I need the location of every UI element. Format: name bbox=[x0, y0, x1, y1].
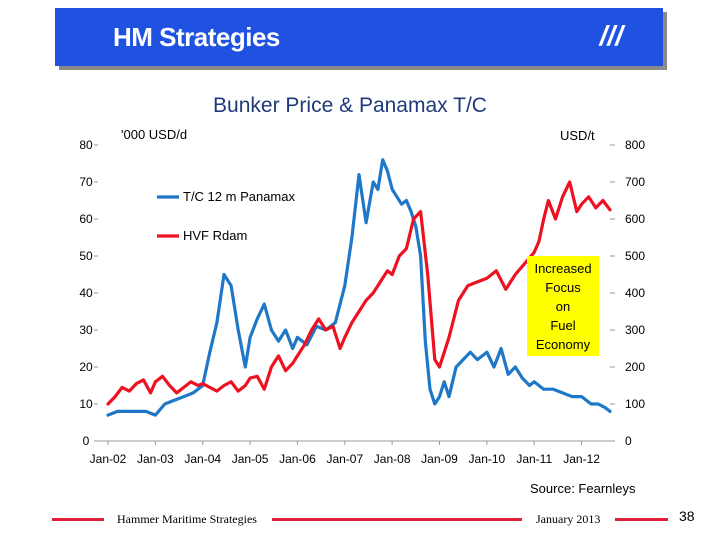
chart-legend: T/C 12 m Panamax HVF Rdam bbox=[157, 189, 295, 243]
x-tick-label: Jan-09 bbox=[421, 452, 458, 466]
y-right-tick-label: 600 bbox=[625, 212, 645, 226]
header-slash-mark: /// bbox=[599, 20, 623, 51]
y-right-tick-label: 800 bbox=[625, 138, 645, 152]
y-left-tick-label: 0 bbox=[83, 434, 90, 448]
y-left-tick-label: 40 bbox=[79, 286, 93, 300]
footer-rule-left bbox=[52, 518, 104, 521]
callout-line: Focus bbox=[545, 280, 581, 295]
chart-title: Bunker Price & Panamax T/C bbox=[213, 94, 487, 117]
y-left-tick-label: 20 bbox=[79, 360, 93, 374]
x-tick-label: Jan-07 bbox=[326, 452, 363, 466]
chart-series bbox=[106, 158, 612, 417]
callout-line: Fuel bbox=[550, 318, 576, 333]
source-note: Source: Fearnleys bbox=[530, 481, 636, 496]
y-right-label: USD/t bbox=[560, 128, 595, 143]
y-left-tick-label: 70 bbox=[79, 175, 93, 189]
footer-date: January 2013 bbox=[536, 512, 601, 526]
y-right-tick-label: 700 bbox=[625, 175, 645, 189]
callout-line: Economy bbox=[535, 337, 591, 352]
x-tick-label: Jan-03 bbox=[137, 452, 174, 466]
y-left-tick-label: 50 bbox=[79, 249, 93, 263]
y-left-tick-label: 10 bbox=[79, 397, 93, 411]
x-tick-label: Jan-02 bbox=[90, 452, 127, 466]
x-tick-label: Jan-10 bbox=[469, 452, 506, 466]
x-tick-label: Jan-06 bbox=[279, 452, 316, 466]
fuel-economy-callout: Increased Focus on Fuel Economy bbox=[527, 256, 599, 356]
header-banner: HM Strategies /// bbox=[55, 8, 663, 66]
header-title: HM Strategies bbox=[113, 22, 280, 52]
y-left-tick-label: 30 bbox=[79, 323, 93, 337]
callout-line: Increased bbox=[534, 261, 592, 276]
x-tick-label: Jan-08 bbox=[374, 452, 411, 466]
y-left-tick-label: 60 bbox=[79, 212, 93, 226]
y-right-tick-label: 100 bbox=[625, 397, 645, 411]
callout-line: on bbox=[555, 299, 571, 314]
x-tick-label: Jan-11 bbox=[516, 452, 552, 466]
y-right-tick-label: 200 bbox=[625, 360, 645, 374]
series-line-tc-panamax bbox=[106, 158, 612, 417]
chart-axes: Jan-02 Jan-03 Jan-04 Jan-05 Jan-06 Jan-07 Jan-… bbox=[79, 138, 645, 466]
y-right-tick-label: 300 bbox=[625, 323, 645, 337]
y-right-tick-label: 500 bbox=[625, 249, 645, 263]
legend-label: HVF Rdam bbox=[183, 228, 247, 243]
y-right-tick-label: 400 bbox=[625, 286, 645, 300]
x-tick-label: Jan-04 bbox=[184, 452, 221, 466]
y-left-tick-label: 80 bbox=[79, 138, 93, 152]
x-tick-label: Jan-12 bbox=[563, 452, 600, 466]
footer-rule-right bbox=[615, 518, 668, 521]
x-tick-label: Jan-05 bbox=[232, 452, 269, 466]
y-left-label: '000 USD/d bbox=[121, 127, 187, 142]
page-number: 38 bbox=[679, 508, 695, 524]
series-line-hvf-rdam bbox=[106, 180, 612, 406]
y-right-tick-label: 0 bbox=[625, 434, 632, 448]
legend-label: T/C 12 m Panamax bbox=[183, 189, 295, 204]
footer-rule-middle bbox=[272, 518, 522, 521]
footer-company: Hammer Maritime Strategies bbox=[117, 512, 257, 526]
